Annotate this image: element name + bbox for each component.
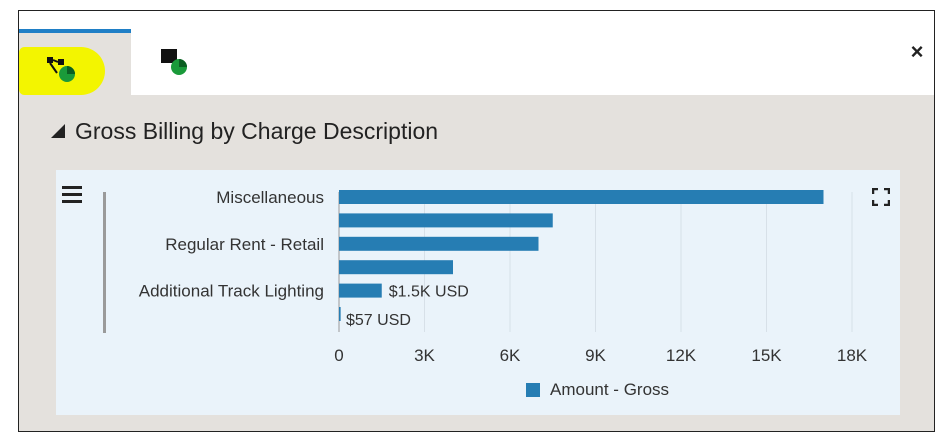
bar xyxy=(339,190,824,204)
tab-chart-view[interactable] xyxy=(19,29,131,95)
category-label: Miscellaneous xyxy=(216,188,324,207)
category-group-bar xyxy=(103,192,106,333)
x-tick-label: 9K xyxy=(585,346,606,365)
category-label: Additional Track Lighting xyxy=(139,282,324,301)
table-chart-icon xyxy=(161,49,187,75)
bar-chart: Miscellaneous Regular Rent - Retail Additi… xyxy=(103,188,868,365)
x-tick-label: 12K xyxy=(666,346,697,365)
legend-swatch xyxy=(526,383,540,397)
close-button[interactable]: × xyxy=(910,39,924,64)
tab-table-view[interactable] xyxy=(131,29,211,95)
section-header[interactable]: Gross Billing by Charge Description xyxy=(51,115,438,147)
data-label: $1.5K USD xyxy=(389,284,469,301)
x-tick-label: 3K xyxy=(414,346,435,365)
x-tick-label: 6K xyxy=(500,346,521,365)
x-tick-label: 18K xyxy=(837,346,868,365)
tree-chart-icon xyxy=(47,57,75,82)
tab-strip: × xyxy=(19,11,934,95)
x-tick-label: 0 xyxy=(334,346,343,365)
bar xyxy=(339,283,382,298)
data-label: $57 USD xyxy=(346,312,411,329)
bar xyxy=(339,236,539,251)
hamburger-menu-icon[interactable] xyxy=(62,186,82,203)
chart-legend[interactable]: Amount - Gross xyxy=(526,380,669,400)
content-area: Gross Billing by Charge Description Misc… xyxy=(19,95,934,431)
bar xyxy=(339,260,453,275)
bar xyxy=(339,307,341,321)
section-title: Gross Billing by Charge Description xyxy=(75,117,439,144)
chart-window: × Gross Billing by Charge Description Mi… xyxy=(18,10,935,432)
x-tick-label: 15K xyxy=(751,346,782,365)
expand-icon[interactable] xyxy=(872,188,890,206)
chart-panel: Miscellaneous Regular Rent - Retail Additi… xyxy=(56,170,900,415)
legend-label: Amount - Gross xyxy=(550,380,670,399)
collapse-triangle-icon[interactable] xyxy=(51,124,65,138)
category-label: Regular Rent - Retail xyxy=(165,235,324,254)
bar xyxy=(339,213,553,228)
